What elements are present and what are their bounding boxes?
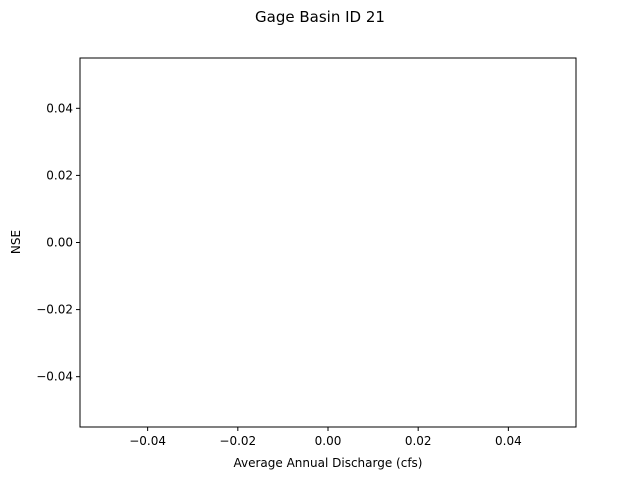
y-tick-label: 0.02 bbox=[46, 168, 73, 182]
y-axis-ticks: −0.04 −0.02 0.00 0.02 0.04 bbox=[36, 101, 80, 384]
x-axis-ticks: −0.04 −0.02 0.00 0.02 0.04 bbox=[129, 427, 522, 448]
x-tick-label: −0.02 bbox=[219, 434, 256, 448]
x-tick-label: −0.04 bbox=[129, 434, 166, 448]
y-tick-label: 0.04 bbox=[46, 101, 73, 115]
y-tick-label: −0.04 bbox=[36, 370, 73, 384]
y-axis-label: NSE bbox=[9, 230, 23, 254]
x-axis-label: Average Annual Discharge (cfs) bbox=[234, 456, 423, 470]
x-tick-label: 0.00 bbox=[315, 434, 342, 448]
chart-title: Gage Basin ID 21 bbox=[255, 8, 385, 26]
x-tick-label: 0.04 bbox=[495, 434, 522, 448]
y-tick-label: 0.00 bbox=[46, 236, 73, 250]
x-tick-label: 0.02 bbox=[405, 434, 432, 448]
y-tick-label: −0.02 bbox=[36, 303, 73, 317]
plot-area bbox=[79, 57, 577, 428]
